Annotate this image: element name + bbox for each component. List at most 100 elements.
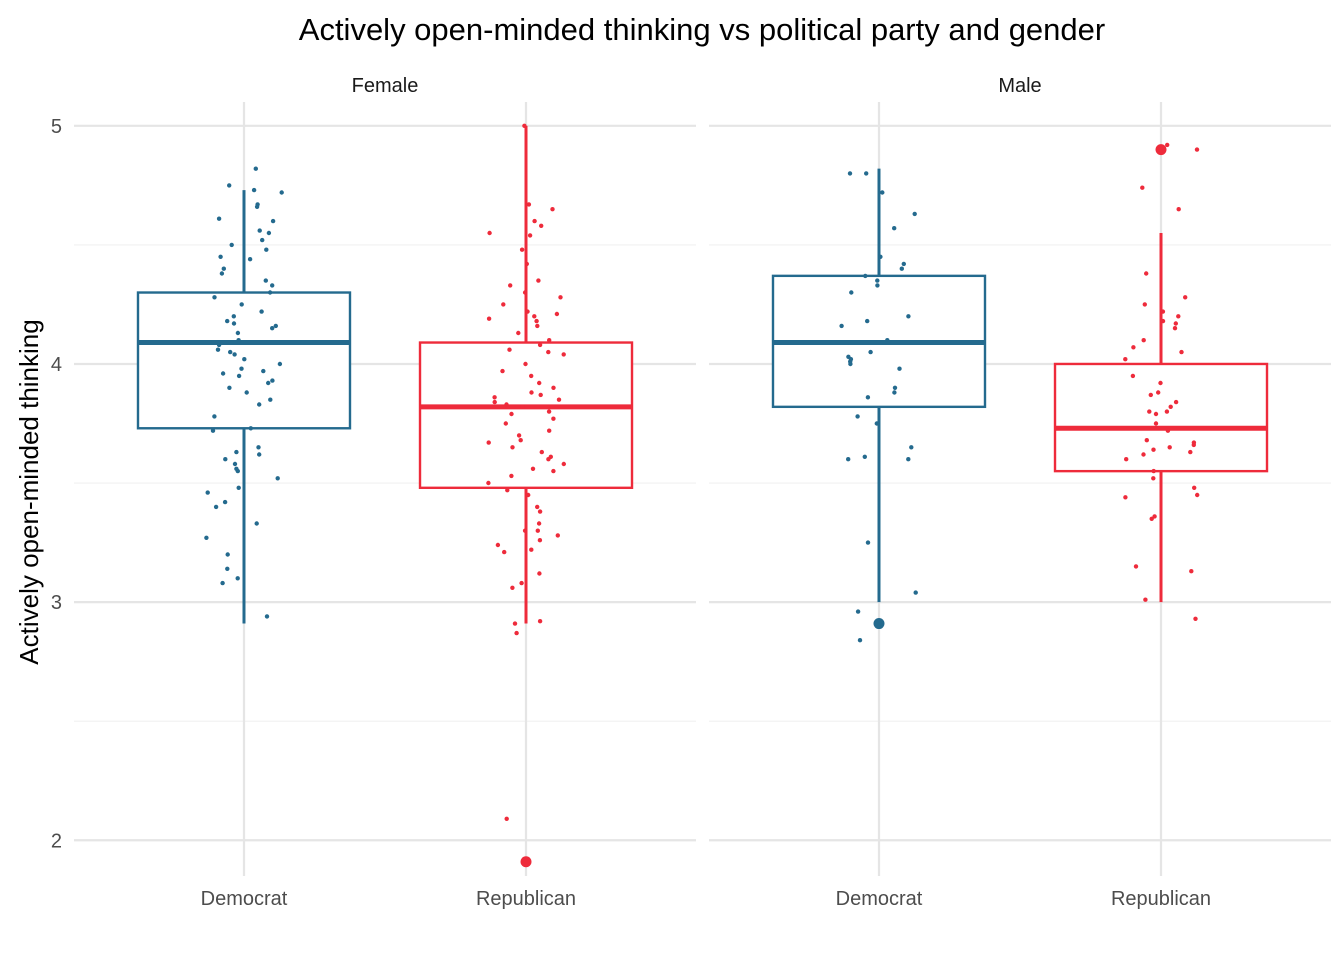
data-point — [229, 242, 234, 248]
data-point — [254, 521, 259, 526]
data-point — [519, 580, 524, 586]
data-point — [906, 457, 911, 462]
data-point — [270, 326, 275, 331]
data-point — [236, 485, 241, 490]
data-point — [901, 261, 906, 267]
data-point — [505, 488, 510, 493]
data-point — [532, 218, 537, 224]
data-point — [216, 216, 222, 221]
data-point — [270, 283, 275, 288]
data-point — [1160, 318, 1166, 324]
x-tick-label: Democrat — [201, 888, 288, 910]
data-point — [1189, 569, 1194, 574]
data-point — [1176, 314, 1181, 319]
data-point — [267, 290, 273, 295]
data-point — [855, 414, 860, 419]
data-point — [225, 566, 230, 571]
data-point — [846, 457, 851, 462]
data-point — [555, 533, 560, 538]
data-point — [865, 395, 871, 400]
data-point — [279, 190, 284, 195]
data-point — [554, 311, 560, 317]
data-point — [535, 528, 540, 533]
data-point — [220, 580, 225, 586]
data-point — [235, 468, 240, 474]
outlier-point — [873, 618, 885, 630]
data-point — [526, 202, 532, 207]
data-point — [532, 314, 537, 319]
data-point — [277, 361, 283, 367]
data-point — [222, 499, 228, 505]
outlier-point — [1155, 144, 1167, 156]
data-point — [848, 361, 853, 367]
data-point — [275, 476, 280, 481]
data-point — [849, 290, 854, 295]
data-point — [268, 397, 273, 402]
data-point — [501, 302, 506, 307]
data-point — [509, 411, 514, 417]
boxplot-republican — [418, 123, 634, 868]
data-point — [236, 373, 242, 379]
x-tick-label: Republican — [1111, 888, 1211, 910]
data-point — [538, 392, 543, 398]
data-point — [1144, 271, 1149, 276]
data-point — [906, 314, 911, 319]
data-point — [270, 218, 276, 224]
data-point — [537, 538, 543, 543]
data-point — [486, 480, 491, 486]
data-point — [235, 576, 240, 581]
x-tick-label: Democrat — [836, 888, 923, 910]
data-point — [215, 347, 221, 352]
data-point — [257, 402, 262, 407]
boxplot-democrat — [136, 166, 352, 624]
data-point — [253, 166, 258, 171]
data-point — [260, 237, 265, 243]
data-point — [256, 445, 261, 450]
data-point — [539, 449, 544, 455]
data-point — [1151, 447, 1156, 452]
y-tick-label: 2 — [51, 830, 62, 852]
data-point — [225, 318, 230, 324]
data-point — [556, 397, 562, 402]
data-point — [516, 433, 522, 438]
data-point — [236, 338, 241, 343]
data-point — [525, 309, 530, 314]
data-point — [221, 266, 226, 271]
data-point — [1153, 411, 1159, 417]
data-point — [232, 352, 237, 357]
data-point — [520, 404, 525, 409]
data-point — [864, 171, 869, 176]
data-point — [503, 421, 508, 426]
data-point — [227, 385, 232, 390]
data-point — [885, 338, 890, 343]
data-point — [216, 342, 222, 348]
data-point — [519, 247, 525, 252]
y-axis-title: Actively open-minded thinking — [14, 319, 44, 664]
data-point — [223, 457, 228, 462]
data-point — [219, 271, 225, 276]
facet-panel-male: Male Democrat Republican — [709, 75, 1331, 910]
data-point — [516, 330, 521, 336]
data-point — [1141, 452, 1146, 457]
y-tick-label: 4 — [51, 354, 62, 376]
data-point — [210, 428, 216, 433]
y-tick-label: 5 — [51, 116, 62, 138]
data-point — [537, 380, 542, 386]
data-point — [234, 449, 239, 455]
data-point — [495, 542, 501, 548]
data-point — [1141, 338, 1146, 343]
data-point — [512, 621, 518, 626]
data-point — [1148, 392, 1154, 398]
data-point — [537, 571, 542, 576]
data-point — [1179, 349, 1184, 355]
data-point — [507, 347, 512, 352]
data-point — [1176, 207, 1181, 212]
data-point — [561, 461, 566, 467]
data-point — [865, 540, 871, 545]
data-point — [263, 278, 268, 283]
data-point — [535, 504, 540, 510]
data-point — [522, 528, 528, 533]
data-point — [486, 440, 491, 445]
data-point — [897, 366, 902, 371]
data-point — [205, 490, 210, 495]
